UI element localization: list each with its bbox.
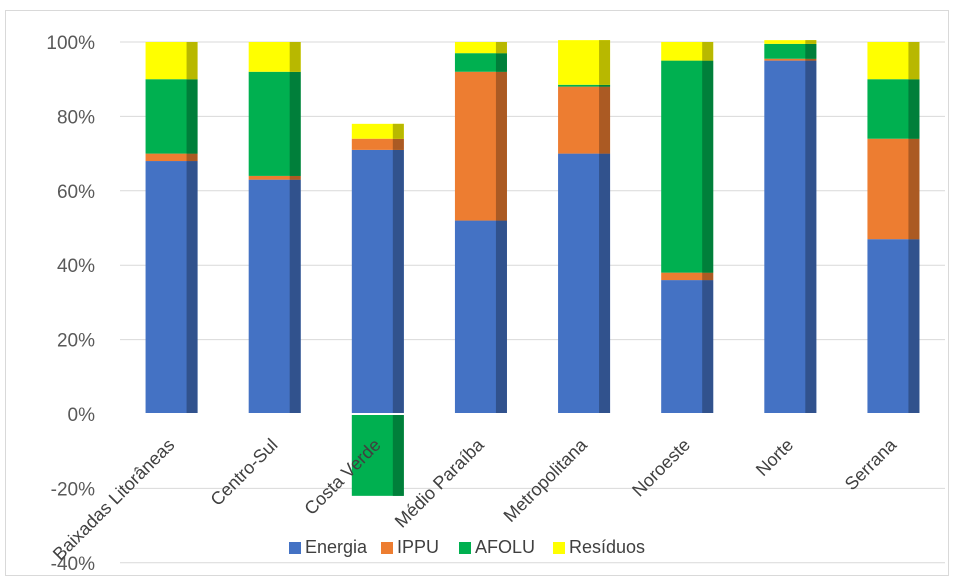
bar-segment-shade [805, 40, 817, 44]
y-tick-label: 0% [68, 405, 96, 426]
chart-frame [5, 10, 949, 576]
bar-segment-shade [392, 149, 404, 414]
bar-segment-shade [186, 161, 198, 414]
y-tick-label: 20% [57, 331, 95, 352]
x-category-label: Metropolitana [500, 434, 592, 526]
legend-label: AFOLU [475, 537, 535, 557]
bar-segment-shade [599, 153, 611, 414]
bar-segment-shade [702, 42, 714, 61]
x-category-label: Centro-Sul [207, 435, 282, 510]
bar-segment [661, 42, 714, 61]
legend: Energia IPPU AFOLU Resíduos [289, 537, 645, 557]
x-category-label: Norte [752, 435, 797, 480]
bar-segment-shade [908, 239, 920, 414]
bar-segment-shade [908, 138, 920, 240]
bar-segment [454, 42, 507, 54]
x-category-label: Médio Paraíba [391, 434, 489, 532]
legend-label: Resíduos [569, 537, 645, 557]
x-category-label: Serrana [841, 434, 901, 494]
bar-segment [764, 40, 817, 44]
bar-segment-shade [805, 58, 817, 61]
bar-segment-shade [805, 60, 817, 414]
legend-label: IPPU [397, 537, 439, 557]
bars [145, 40, 920, 496]
bar-segment-shade [599, 40, 611, 85]
y-tick-label: 40% [57, 256, 95, 277]
bar-segment-shade [908, 79, 920, 139]
x-category-label: Noroeste [628, 435, 694, 501]
bar-segment-shade [392, 138, 404, 150]
bar-segment [351, 138, 404, 150]
bar-segment-shade [908, 42, 920, 80]
bar-segment-shade [186, 42, 198, 80]
y-tick-label: 60% [57, 182, 95, 203]
bar-segment-shade [702, 280, 714, 414]
bar-segment [145, 153, 198, 162]
bar-segment [454, 53, 507, 72]
bar-segment-shade [392, 123, 404, 139]
bar-segment-shade [702, 60, 714, 273]
bar-segment-shade [392, 414, 404, 496]
bar-segment-shade [495, 71, 507, 221]
bar-segment [764, 43, 817, 59]
y-tick-label: -40% [51, 554, 95, 575]
bar-segment-shade [599, 86, 611, 154]
bar-segment-shade [495, 220, 507, 414]
bar-segment-shade [599, 84, 611, 87]
bar-segment-shade [289, 42, 301, 72]
legend-label: Energia [305, 537, 368, 557]
y-tick-label: 80% [57, 107, 95, 128]
bar-segment [764, 58, 817, 61]
bar-segment-shade [495, 53, 507, 72]
bar-segment-shade [805, 43, 817, 59]
bar-segment-shade [289, 71, 301, 176]
legend-swatch [553, 542, 565, 554]
legend-swatch [459, 542, 471, 554]
legend-swatch [289, 542, 301, 554]
bar-segment-shade [495, 42, 507, 54]
bar-segment [558, 84, 611, 87]
bar-segment [351, 123, 404, 139]
legend-swatch [381, 542, 393, 554]
bar-segment [661, 272, 714, 281]
bar-segment-shade [186, 153, 198, 162]
y-tick-label: -20% [51, 479, 95, 500]
bar-segment-shade [289, 179, 301, 414]
y-tick-label: 100% [46, 33, 95, 54]
bar-segment [248, 175, 301, 180]
bar-segment-shade [702, 272, 714, 281]
bar-segment-shade [186, 79, 198, 154]
bar-segment-shade [289, 175, 301, 180]
